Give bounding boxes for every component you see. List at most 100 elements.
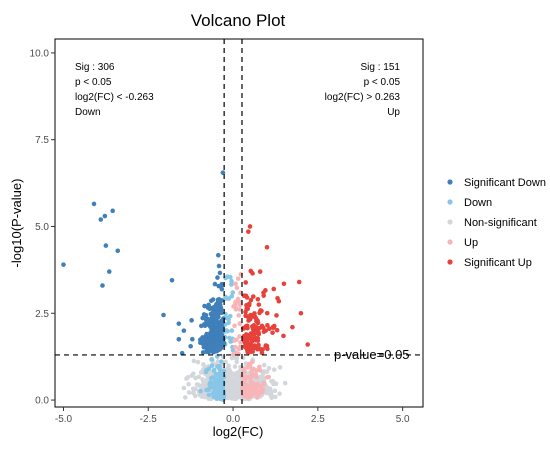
point-down [209,357,215,362]
point-up [248,379,254,385]
point-significant-down [210,310,215,316]
point-significant-down [200,315,205,321]
x-tick-label: -2.5 [140,414,158,425]
point-up [264,374,270,380]
point-up [245,395,250,400]
point-non-significant [277,391,282,397]
point-significant-up [267,326,272,332]
point-non-significant [201,379,206,385]
point-non-significant [277,365,283,370]
point-non-significant [236,388,242,394]
point-significant-down [203,313,209,318]
point-non-significant [201,362,206,367]
point-down [229,293,235,299]
point-up [242,377,248,382]
down-annotation: Sig : 306 p < 0.05 log2(FC) < -0.263 Dow… [75,62,154,118]
point-up [236,299,242,304]
point-significant-down [188,343,193,349]
point-significant-up [263,288,268,293]
point-significant-down [110,208,115,214]
point-non-significant [195,359,201,365]
point-significant-down [169,277,175,283]
point-up [244,383,250,388]
point-significant-down [218,284,224,290]
y-tick-label: 5.0 [35,222,49,233]
point-non-significant [271,367,277,372]
point-significant-down [205,305,211,310]
y-axis-title: -log10(P-value) [9,179,24,268]
point-significant-down [61,262,66,267]
x-tick-label: 5.0 [396,414,410,425]
point-significant-up [305,342,310,347]
point-non-significant [229,355,235,361]
point-down [216,389,222,395]
legend-marker-significant-up [447,259,453,265]
point-non-significant [282,380,288,386]
point-significant-down [161,312,166,318]
point-down [204,368,209,373]
point-up [235,276,241,281]
point-significant-down [215,275,220,280]
point-significant-up [298,310,304,316]
point-down [223,296,229,301]
point-significant-up [264,245,270,250]
point-significant-up [255,296,261,302]
point-significant-down [212,340,218,346]
point-non-significant [202,394,207,400]
point-significant-up [247,224,253,229]
legend-label-significant-up: Significant Up [464,257,532,269]
point-non-significant [265,389,271,395]
point-significant-down [200,341,206,347]
point-non-significant [236,369,242,375]
point-non-significant [233,385,238,391]
point-significant-down [218,307,224,313]
point-up [232,323,237,329]
point-down [215,383,221,389]
point-significant-up [274,313,279,318]
point-significant-down [208,318,214,323]
point-significant-down [217,270,223,276]
x-axis-title: log2(FC) [213,424,264,439]
point-down [224,315,230,321]
point-down [207,386,212,391]
point-significant-up [274,327,280,333]
point-non-significant [185,375,191,380]
point-significant-down [214,307,220,312]
point-significant-up [265,346,270,352]
point-significant-down [176,337,182,342]
point-down [229,278,234,284]
point-significant-down [102,213,108,219]
point-significant-up [275,295,280,301]
y-tick-label: 0.0 [35,396,49,407]
point-significant-down [115,248,121,254]
point-significant-down [200,350,206,355]
point-significant-down [202,303,207,309]
point-significant-down [217,300,223,305]
point-significant-down [216,346,222,352]
point-up [237,334,242,339]
point-down [198,388,203,394]
x-tick-label: 0.0 [226,414,240,425]
point-significant-up [250,294,256,299]
point-significant-down [211,348,217,354]
up-annotation-line-3: log2(FC) > 0.263 [325,92,401,103]
point-significant-up [264,310,270,316]
point-up [246,361,252,367]
point-non-significant [261,362,267,368]
point-down [215,364,220,369]
point-up [238,340,243,345]
down-annotation-line-3: log2(FC) < -0.263 [75,92,154,103]
point-non-significant [229,382,234,387]
point-up [233,299,238,305]
point-down [212,385,217,391]
point-significant-up [248,297,254,303]
point-down [217,377,223,383]
point-significant-down [100,283,105,288]
point-significant-down [212,281,218,287]
point-significant-up [248,315,253,321]
point-significant-down [213,331,218,336]
point-significant-up [252,329,257,335]
point-significant-down [215,314,221,319]
point-significant-down [203,317,209,323]
point-significant-up [249,343,255,349]
